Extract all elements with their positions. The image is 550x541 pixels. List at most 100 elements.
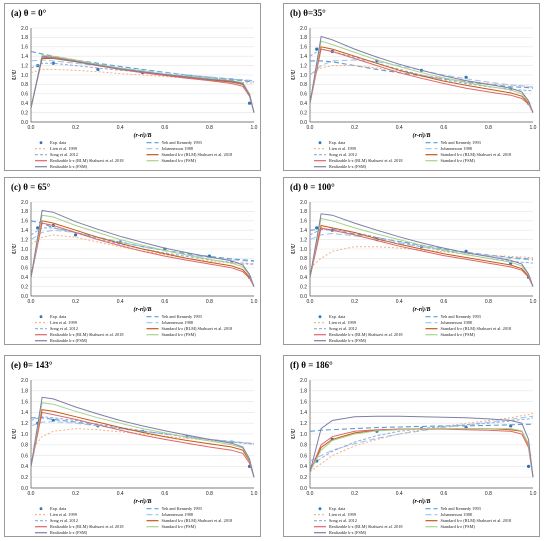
y-tick-label: 1.4 [21, 228, 28, 234]
exp-data-point [526, 464, 531, 468]
y-tick-label: 1.0 [300, 432, 307, 438]
x-tick-label: 1.0 [530, 299, 537, 305]
chart-panel-1: (a) θ = 0° 0.0 0.2 0.4 0.6 0.8 1.0 1.2 1.4 1.6 1.8… [4, 3, 261, 171]
panel-title: (a) θ = 0° [11, 8, 47, 18]
y-tick-label: 0.0 [21, 294, 28, 300]
y-tick-label: 0.4 [300, 464, 307, 470]
legend-entry: Realizable k-ε (RLM) Shahsavi et al. 201… [50, 332, 124, 337]
y-tick-label: 1.8 [300, 35, 307, 41]
y-tick-label: 0.8 [300, 256, 307, 262]
y-tick-label: 0.6 [21, 92, 28, 98]
y-tick-label: 1.8 [300, 209, 307, 215]
x-tick-label: 0.6 [161, 125, 168, 131]
legend-entry: Realizable k-ε (RLM) Shahsavi et al. 201… [50, 158, 124, 163]
series-line-song [30, 416, 255, 445]
x-axis-label: (r-ri)/B [413, 132, 431, 139]
x-tick-label: 0.4 [117, 299, 124, 305]
chart-panel-2: (b) θ=35° 0.0 0.2 0.4 0.6 0.8 1.0 1.2 1.4 1.6 1.8 2… [283, 3, 540, 171]
legend-entry: Realizable k-ε (RLM) Shahsavi et al. 201… [50, 524, 124, 529]
y-tick-label: 0.8 [300, 82, 307, 88]
legend-entry: Exp. data [329, 506, 345, 511]
chart-svg-2: (b) θ=35° 0.0 0.2 0.4 0.6 0.8 1.0 1.2 1.4 1.6 1.8 2… [290, 8, 537, 169]
series-line-rzelm [309, 48, 534, 113]
legend-marker [39, 141, 43, 145]
y-tick-label: 0.4 [21, 275, 28, 281]
series-line-skelm [30, 58, 255, 113]
x-tick-label: 0.2 [351, 125, 358, 131]
legend-entry: Standard k-ε (FSM) [441, 158, 476, 163]
legend-entry: Standard k-ε (RLM) Shahsavi et al. 2018 [162, 518, 233, 523]
y-axis-label: U/U [12, 69, 18, 80]
legend-marker [318, 141, 322, 145]
chart-svg-6: (f) θ = 186° 0.0 0.2 0.4 0.6 0.8 1.0 1.2 1.4 1.6 1… [290, 360, 537, 535]
x-tick-label: 1.0 [530, 491, 537, 497]
legend-entry: Realizable k-ε (FSM) [50, 530, 88, 535]
y-tick-label: 1.2 [21, 237, 28, 243]
y-axis-label: U/U [12, 428, 18, 439]
y-tick-label: 1.6 [21, 219, 28, 225]
legend-entry: Standard k-ε (FSM) [162, 332, 197, 337]
series-line-rzelm [30, 55, 255, 113]
x-tick-label: 0.4 [396, 491, 403, 497]
y-tick-label: 0.2 [300, 475, 307, 481]
legend-marker [39, 315, 43, 319]
legend-entry: Lien et al. 1999 [50, 146, 77, 151]
series-line-yeh [310, 60, 534, 89]
legend-entry: Song et al. 2012 [329, 518, 357, 523]
series-line-skefsm [309, 217, 534, 287]
legend-entry: Realizable k-ε (FSM) [50, 338, 88, 343]
chart-svg-5: (e) θ= 143° 0.0 0.2 0.4 0.6 0.8 1.0 1.2 1.4 1.6 1.… [11, 360, 258, 535]
legend-entry: Johannesson 1988 [441, 320, 472, 325]
panel-title: (e) θ= 143° [11, 360, 53, 370]
y-tick-label: 1.8 [300, 389, 307, 395]
legend-entry: Lien et al. 1999 [329, 146, 356, 151]
axes-frame [30, 380, 254, 489]
chart-panel-3: (c) θ = 65° 0.0 0.2 0.4 0.6 0.8 1.0 1.2 1.4 1.6 1.… [4, 177, 261, 345]
y-tick-label: 0.8 [21, 256, 28, 262]
exp-data-point [247, 101, 252, 105]
legend-entry: Yeh and Kennedy 1993 [441, 140, 481, 145]
y-tick-label: 1.2 [300, 63, 307, 69]
x-tick-label: 0.0 [28, 125, 35, 131]
exp-data-point [315, 47, 319, 51]
series-line-rzefsm [309, 415, 534, 478]
x-tick-label: 0.8 [206, 125, 213, 131]
series-line-song [309, 48, 534, 92]
x-tick-label: 0.8 [206, 491, 213, 497]
series-line-joh [30, 229, 255, 263]
y-tick-label: 1.8 [21, 389, 28, 395]
x-tick-label: 0.0 [307, 125, 314, 131]
legend-entry: Exp. data [50, 314, 66, 319]
y-tick-label: 0.4 [300, 101, 307, 107]
y-tick-label: 1.2 [21, 63, 28, 69]
series-line-lam [30, 234, 255, 266]
exp-data-point [74, 233, 78, 237]
series-line-rzelm [309, 428, 534, 478]
y-tick-label: 0.4 [21, 101, 28, 107]
legend-marker [318, 507, 322, 511]
y-tick-label: 0.0 [300, 120, 307, 126]
x-tick-label: 1.0 [251, 125, 258, 131]
series-line-rzelm [30, 222, 255, 287]
y-tick-label: 2.0 [21, 378, 28, 384]
chart-svg-4: (d) θ = 100° 0.0 0.2 0.4 0.6 0.8 1.0 1.2 1.4 1.6 1… [290, 182, 537, 343]
series-line-rzefsm [30, 56, 255, 113]
legend-entry: Yeh and Kennedy 1993 [162, 140, 202, 145]
legend-entry: Exp. data [50, 506, 66, 511]
legend-entry: Standard k-ε (RLM) Shahsavi et al. 2018 [441, 518, 512, 523]
legend-entry: Johannesson 1988 [441, 146, 472, 151]
legend-entry: Song et al. 2012 [50, 326, 78, 331]
y-tick-label: 2.0 [21, 200, 28, 206]
y-tick-label: 0.2 [300, 284, 307, 290]
panel-title: (b) θ=35° [290, 8, 326, 18]
legend-marker [39, 507, 43, 511]
x-tick-label: 0.4 [117, 491, 124, 497]
series-line-joh [309, 232, 534, 261]
series-line-skefsm [309, 428, 534, 478]
legend-entry: Yeh and Kennedy 1993 [441, 314, 481, 319]
y-tick-label: 1.0 [21, 247, 28, 253]
legend-entry: Exp. data [329, 314, 345, 319]
legend-entry: Lien et al. 1999 [329, 512, 356, 517]
y-tick-label: 1.2 [300, 421, 307, 427]
y-axis-label: U/U [291, 69, 297, 80]
